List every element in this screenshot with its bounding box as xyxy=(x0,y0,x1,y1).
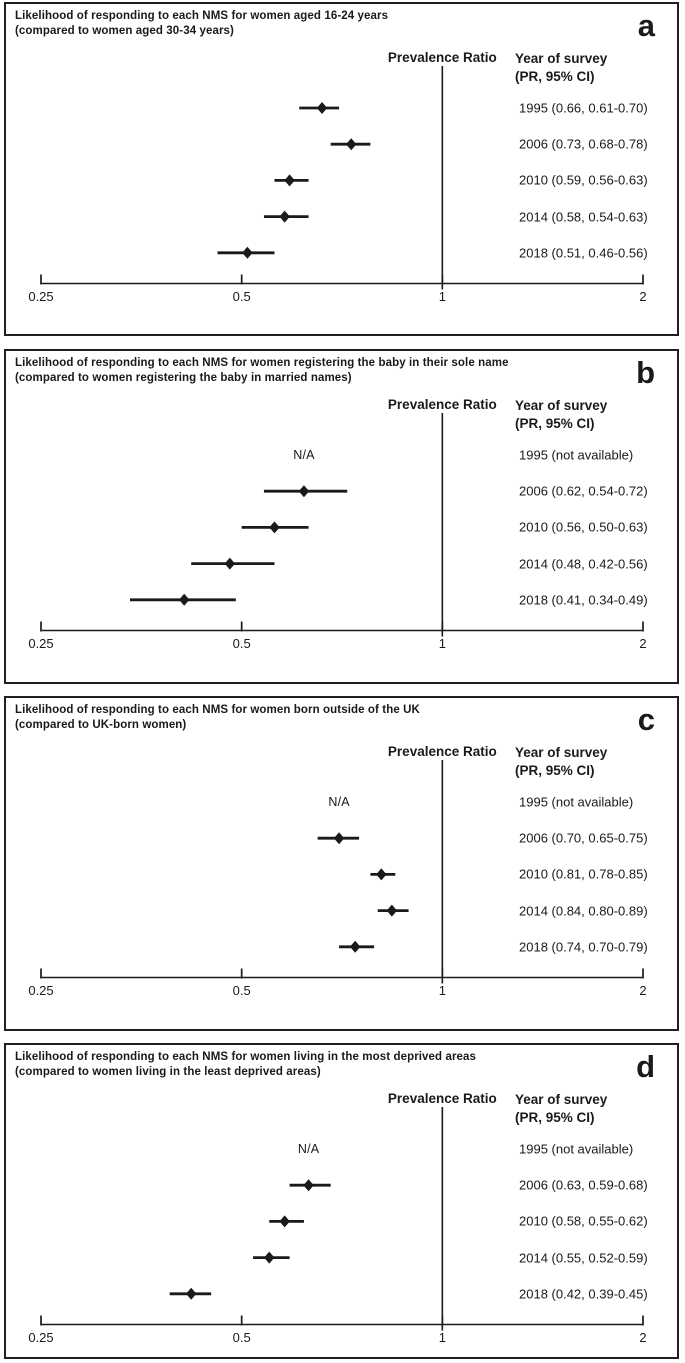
row-label-2006: 2006 (0.73, 0.68-0.78) xyxy=(519,136,648,152)
panel-title-line2: (compared to women registering the baby … xyxy=(15,372,352,384)
row-label-1995: 1995 (not available) xyxy=(519,794,634,810)
forest-plot-canvas xyxy=(40,1107,644,1331)
row-label-2010: 2010 (0.59, 0.56-0.63) xyxy=(519,172,648,188)
column-header-prevalence-ratio: Prevalence Ratio xyxy=(387,50,497,65)
pr-diamond-marker xyxy=(346,138,357,151)
panel-letter: d xyxy=(636,1049,655,1084)
panel-letter: b xyxy=(636,355,655,390)
column-header-year-line2: (PR, 95% CI) xyxy=(515,415,595,431)
row-label-2014: 2014 (0.58, 0.54-0.63) xyxy=(519,209,648,225)
panel-letter: a xyxy=(637,8,655,43)
pr-diamond-marker xyxy=(279,210,290,223)
row-label-2014: 2014 (0.84, 0.80-0.89) xyxy=(519,903,648,919)
column-header-year-line1: Year of survey xyxy=(515,51,608,66)
column-header-prevalence-ratio: Prevalence Ratio xyxy=(387,1091,497,1106)
x-axis-tick-label: 2 xyxy=(639,1330,647,1345)
x-axis-tick-label: 2 xyxy=(639,636,647,651)
column-header-prevalence-ratio: Prevalence Ratio xyxy=(387,744,497,759)
pr-diamond-marker xyxy=(298,485,310,498)
pr-diamond-marker xyxy=(386,904,398,917)
row-label-2018: 2018 (0.42, 0.39-0.45) xyxy=(519,1286,648,1302)
x-axis-tick-label: 2 xyxy=(639,289,647,304)
pr-diamond-marker xyxy=(185,1287,197,1300)
row-label-2018: 2018 (0.41, 0.34-0.49) xyxy=(519,592,648,608)
pr-diamond-marker xyxy=(316,102,328,114)
column-header-prevalence-ratio: Prevalence Ratio xyxy=(387,397,497,412)
panel-title-line2: (compared to women living in the least d… xyxy=(15,1066,321,1078)
row-label-1995: 1995 (0.66, 0.61-0.70) xyxy=(519,100,648,116)
panel-title: Likelihood of responding to each NMS for… xyxy=(15,356,509,386)
pr-diamond-marker xyxy=(333,832,345,845)
x-axis-tick-label: 1 xyxy=(438,983,446,998)
panel-title: Likelihood of responding to each NMS for… xyxy=(15,1050,476,1080)
forest-panel-d: Likelihood of responding to each NMS for… xyxy=(4,1043,679,1359)
pr-diamond-marker xyxy=(269,521,280,534)
x-axis-tick-label: 0.25 xyxy=(28,289,54,304)
x-axis-tick-label: 0.5 xyxy=(232,1330,251,1345)
column-header-year-line1: Year of survey xyxy=(515,1092,608,1107)
row-label-1995: 1995 (not available) xyxy=(519,1141,634,1157)
x-axis-tick-label: 1 xyxy=(438,289,446,304)
panel-title-line2: (compared to UK-born women) xyxy=(15,719,187,731)
pr-diamond-marker xyxy=(376,868,387,881)
column-header-year-line1: Year of survey xyxy=(515,398,608,413)
column-header-year: Year of survey (PR, 95% CI) xyxy=(515,744,607,779)
column-header-year-line2: (PR, 95% CI) xyxy=(515,762,595,778)
row-label-2014: 2014 (0.48, 0.42-0.56) xyxy=(519,556,648,572)
row-label-2006: 2006 (0.63, 0.59-0.68) xyxy=(519,1177,648,1193)
panel-letter: c xyxy=(637,702,655,737)
pr-diamond-marker xyxy=(284,174,295,187)
column-header-year-line1: Year of survey xyxy=(515,745,608,760)
forest-plot-canvas xyxy=(40,66,644,290)
forest-panel-b: Likelihood of responding to each NMS for… xyxy=(4,349,679,684)
na-label: N/A xyxy=(297,1142,320,1156)
forest-plot-canvas xyxy=(40,413,644,637)
row-label-2018: 2018 (0.74, 0.70-0.79) xyxy=(519,939,648,955)
forest-plot-canvas xyxy=(40,760,644,984)
x-axis-tick-label: 0.25 xyxy=(28,636,54,651)
panel-title: Likelihood of responding to each NMS for… xyxy=(15,703,420,733)
x-axis-tick-label: 0.5 xyxy=(232,289,251,304)
na-label: N/A xyxy=(328,795,350,809)
pr-diamond-marker xyxy=(349,940,361,953)
row-label-2014: 2014 (0.55, 0.52-0.59) xyxy=(519,1250,648,1266)
na-label: N/A xyxy=(293,448,315,462)
pr-diamond-marker xyxy=(303,1179,314,1192)
pr-diamond-marker xyxy=(224,557,236,570)
x-axis-tick-label: 2 xyxy=(639,983,647,998)
x-axis-tick-label: 1 xyxy=(438,636,446,651)
panel-title-line2: (compared to women aged 30-34 years) xyxy=(15,25,234,37)
x-axis-tick-label: 0.25 xyxy=(28,983,54,998)
column-header-year: Year of survey (PR, 95% CI) xyxy=(515,1091,607,1126)
pr-diamond-marker xyxy=(179,593,190,606)
column-header-year-line2: (PR, 95% CI) xyxy=(515,1109,595,1125)
pr-diamond-marker xyxy=(242,246,253,259)
row-label-2010: 2010 (0.58, 0.55-0.62) xyxy=(519,1213,648,1229)
forest-panel-c: Likelihood of responding to each NMS for… xyxy=(4,696,679,1031)
panel-title-line1: Likelihood of responding to each NMS for… xyxy=(15,10,389,22)
x-axis-tick-label: 0.5 xyxy=(232,983,251,998)
pr-diamond-marker xyxy=(279,1215,290,1228)
panel-title-line1: Likelihood of responding to each NMS for… xyxy=(15,1051,477,1063)
panel-title-line1: Likelihood of responding to each NMS for… xyxy=(15,704,420,716)
row-label-2010: 2010 (0.81, 0.78-0.85) xyxy=(519,866,648,882)
row-label-2010: 2010 (0.56, 0.50-0.63) xyxy=(519,519,648,535)
panel-title-line1: Likelihood of responding to each NMS for… xyxy=(15,357,509,369)
row-label-2006: 2006 (0.62, 0.54-0.72) xyxy=(519,483,648,499)
x-axis-tick-label: 0.25 xyxy=(28,1330,54,1345)
column-header-year: Year of survey (PR, 95% CI) xyxy=(515,397,607,432)
column-header-year-line2: (PR, 95% CI) xyxy=(515,68,595,84)
x-axis-tick-label: 1 xyxy=(438,1330,446,1345)
pr-diamond-marker xyxy=(264,1251,275,1264)
panel-title: Likelihood of responding to each NMS for… xyxy=(15,9,388,39)
column-header-year: Year of survey (PR, 95% CI) xyxy=(515,50,607,85)
row-label-1995: 1995 (not available) xyxy=(519,447,634,463)
forest-panel-a: Likelihood of responding to each NMS for… xyxy=(4,2,679,336)
x-axis-tick-label: 0.5 xyxy=(232,636,251,651)
row-label-2006: 2006 (0.70, 0.65-0.75) xyxy=(519,830,648,846)
row-label-2018: 2018 (0.51, 0.46-0.56) xyxy=(519,245,648,261)
